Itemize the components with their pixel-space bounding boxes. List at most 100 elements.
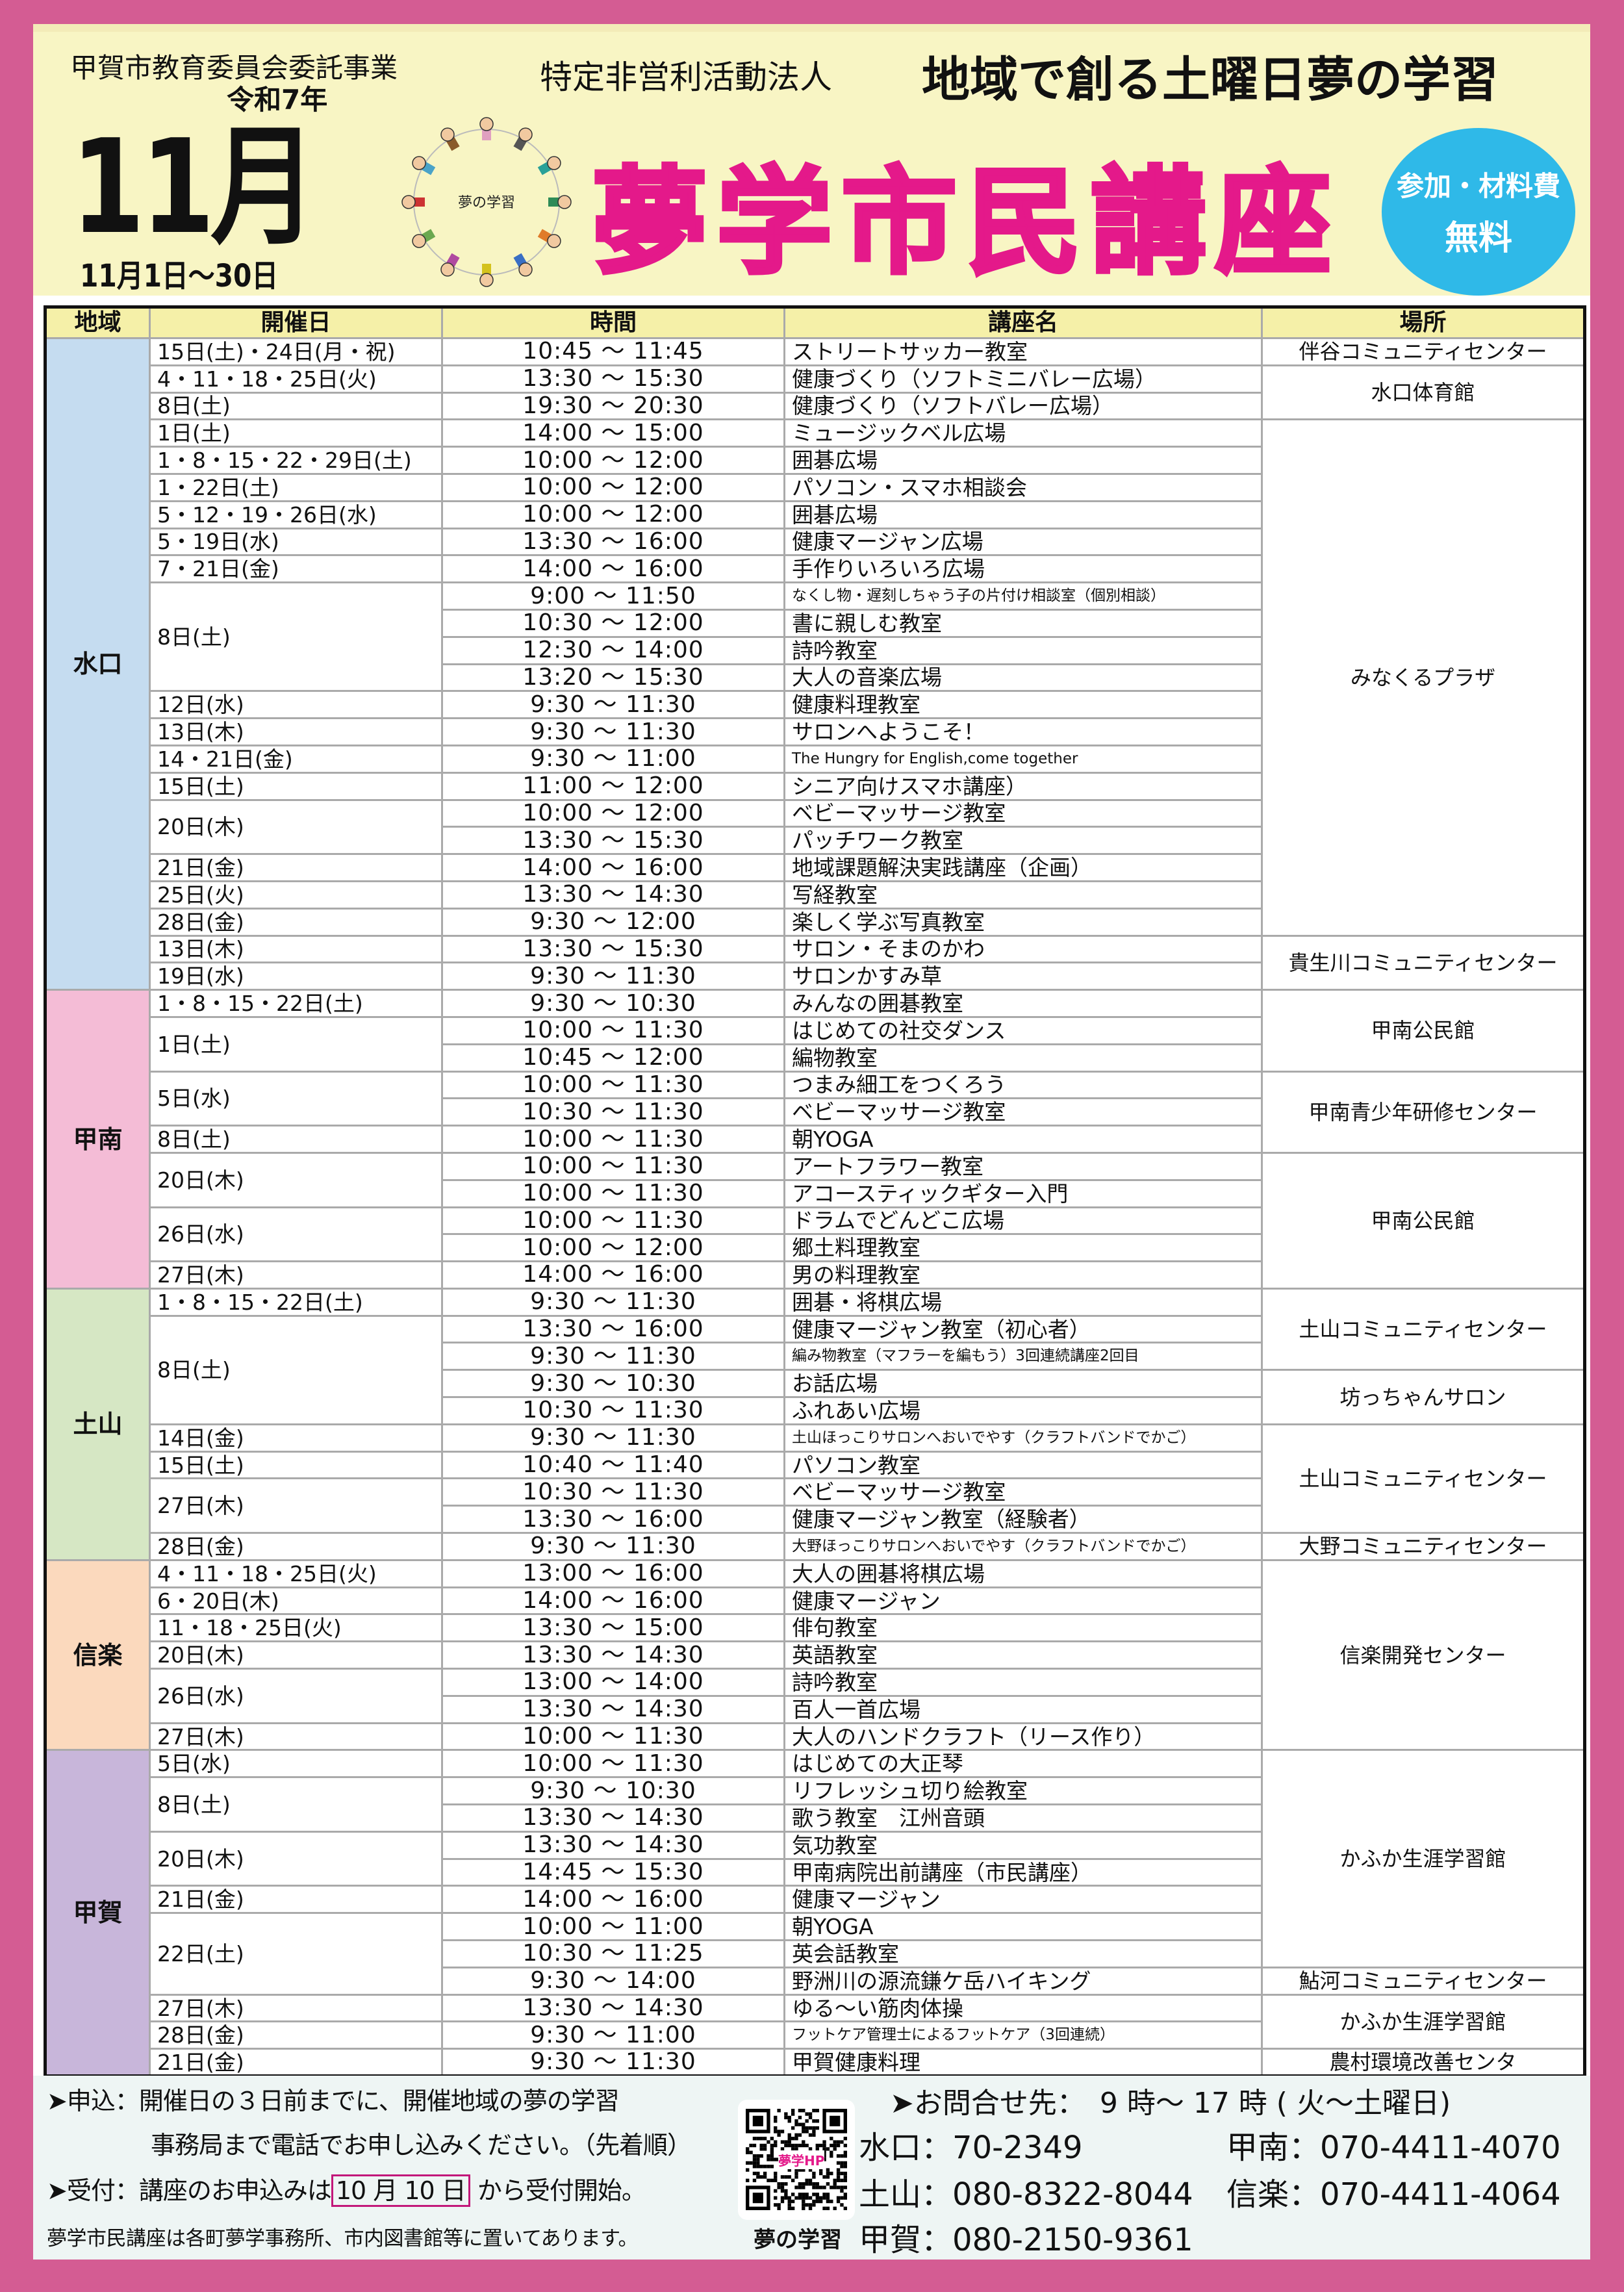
course-name-cell: 英語教室 xyxy=(783,1640,1263,1670)
course-name-cell: なくし物・遅刻しちゃう子の片付け相談室（個別相談） xyxy=(783,581,1263,611)
course-name-cell: 健康マージャン教室（経験者） xyxy=(783,1505,1263,1534)
time-cell: 10:30 ～ 12:00 xyxy=(441,608,785,638)
time-cell: 13:30 ～ 14:30 xyxy=(441,1993,785,2023)
course-name-cell: ベビーマッサージ教室 xyxy=(783,1477,1263,1507)
time-cell: 10:00 ～ 12:00 xyxy=(441,500,785,529)
apply-line1: ➤申込：開催日の３日前までに、開催地域の夢の学習 xyxy=(47,2087,620,2115)
course-name-cell: はじめての大正琴 xyxy=(783,1749,1263,1779)
date-cell: 14・21日(金) xyxy=(149,744,443,774)
date-cell: 4・11・18・25日(火) xyxy=(149,1559,443,1588)
accept-prefix: ➤受付：講座のお申込みは xyxy=(47,2176,332,2205)
table-row: 6・20日(木) 14:00 ～ 16:00 健康マージャン xyxy=(45,1586,1585,1616)
course-name-cell: The Hungry for English,come together xyxy=(783,744,1263,774)
time-cell: 14:00 ～ 16:00 xyxy=(441,1586,785,1616)
table-row: 10:00 ～ 11:30 アコースティックギター入門 xyxy=(45,1178,1585,1208)
course-name-cell: 健康料理教室 xyxy=(783,690,1263,720)
course-name-cell: ドラムでどんどこ広場 xyxy=(783,1206,1263,1236)
contact-phone[interactable]: 070-4411-4070 xyxy=(1320,2130,1561,2166)
time-cell: 13:30 ～ 14:30 xyxy=(441,1640,785,1670)
course-name-cell: 気功教室 xyxy=(783,1830,1263,1860)
course-name-cell: 野洲川の源流鎌ケ岳ハイキング xyxy=(783,1966,1263,1996)
table-row: 甲南 1・8・15・22日(土) 9:30 ～ 10:30 みんなの囲碁教室 甲南公民館 xyxy=(44,989,1586,1290)
date-cell: 22日(土) xyxy=(149,1912,443,1996)
course-name-cell: ミュージックベル広場 xyxy=(783,418,1263,448)
course-name-cell: 健康づくり（ソフトバレー広場） xyxy=(783,391,1263,421)
contact-phone[interactable]: 080-8322-8044 xyxy=(952,2176,1193,2213)
date-range: 11月1日～30日 xyxy=(80,258,279,294)
course-name-cell: 健康マージャン広場 xyxy=(783,527,1263,557)
time-cell: 10:40 ～ 11:40 xyxy=(441,1450,785,1480)
time-cell: 13:30 ～ 15:00 xyxy=(441,1613,785,1643)
table-row: 8日(土) 19:30 ～ 20:30 健康づくり（ソフトバレー広場） xyxy=(45,391,1585,421)
course-name-cell: フットケア管理士によるフットケア（3回連続） xyxy=(783,2020,1263,2050)
course-name-cell: みんなの囲碁教室 xyxy=(783,989,1263,1018)
course-name-cell: つまみ細工をつくろう xyxy=(783,1070,1263,1100)
course-name-cell: 大人の音楽広場 xyxy=(783,663,1263,693)
organization-name: 地域で創る土曜日夢の学習 xyxy=(922,52,1499,108)
time-cell: 14:00 ～ 16:00 xyxy=(441,1885,785,1915)
region-cell: 土山 xyxy=(44,1287,151,1561)
place-cell: 大野コミュニティセンター xyxy=(1261,1532,1586,1561)
free-badge: 参加・材料費 無料 xyxy=(1382,128,1575,296)
contact-phone[interactable]: 70-2349 xyxy=(952,2130,1083,2166)
table-row: 21日(金) 14:00 ～ 16:00 地域課題解決実践講座（企画） xyxy=(45,853,1585,882)
table-row: 11・18・25日(火) 13:30 ～ 15:00 俳句教室 xyxy=(45,1613,1585,1643)
table-header-row: 地域 開催日 時間 講座名 場所 xyxy=(44,306,1586,339)
place-cell: 土山コミュニティセンター xyxy=(1261,1287,1586,1371)
table-row: 13:20 ～ 15:30 大人の音楽広場 xyxy=(45,663,1585,693)
table-row: 20日(木) 10:00 ～ 11:30 アートフラワー教室 甲南公民館 xyxy=(45,1151,1586,1290)
accept-suffix: から受付開始。 xyxy=(477,2176,646,2205)
date-cell: 1・22日(土) xyxy=(149,472,443,502)
course-name-cell: 囲碁広場 xyxy=(783,446,1263,475)
course-name-cell: 編み物教室（マフラーを編もう）3回連続講座2回目 xyxy=(783,1342,1263,1371)
table-row: 5・12・19・26日(水) 10:00 ～ 12:00 囲碁広場 xyxy=(45,500,1585,529)
table-row: 13:30 ～ 14:30 歌う教室 江州音頭 xyxy=(45,1803,1585,1833)
course-name-cell: 英会話教室 xyxy=(783,1939,1263,1968)
table-row: 8日(土) 13:30 ～ 16:00 健康マージャン教室（初心者） xyxy=(45,1314,1585,1425)
date-cell: 26日(水) xyxy=(149,1668,443,1724)
region-cell: 水口 xyxy=(44,337,151,991)
contact-area: 甲賀 xyxy=(859,2222,922,2258)
time-cell: 10:00 ～ 12:00 xyxy=(441,446,785,475)
table-row: 13:30 ～ 15:30 パッチワーク教室 xyxy=(45,826,1585,856)
course-name-cell: 男の料理教室 xyxy=(783,1260,1263,1290)
month-heading: 11月 xyxy=(71,112,317,263)
date-cell: 15日(土)・24日(月・祝) xyxy=(149,337,443,366)
time-cell: 9:30 ～ 10:30 xyxy=(441,1776,785,1806)
date-cell: 1・8・15・22日(土) xyxy=(149,1287,443,1317)
contact-phone[interactable]: 080-2150-9361 xyxy=(952,2222,1193,2258)
date-cell: 8日(土) xyxy=(149,581,443,693)
date-cell: 1日(土) xyxy=(149,418,443,448)
time-cell: 9:30 ～ 11:30 xyxy=(441,961,785,991)
table-row: 10:30 ～ 11:30 ふれあい広場 xyxy=(45,1396,1585,1425)
time-cell: 10:00 ～ 11:30 xyxy=(441,1722,785,1751)
course-name-cell: ふれあい広場 xyxy=(783,1396,1263,1425)
course-name-cell: 土山ほっこりサロンへおいでやす（クラフトバンドでかご） xyxy=(783,1423,1263,1453)
time-cell: 9:30 ～ 11:30 xyxy=(441,690,785,720)
date-cell: 19日(水) xyxy=(149,961,443,991)
contact-phone[interactable]: 070-4411-4064 xyxy=(1320,2176,1561,2213)
time-cell: 10:45 ～ 11:45 xyxy=(441,337,785,366)
table-row: 1日(土) 14:00 ～ 15:00 ミュージックベル広場 みなくるプラザ xyxy=(45,418,1586,937)
time-cell: 10:00 ～ 12:00 xyxy=(441,798,785,828)
table-row: 水口 15日(土)・24日(月・祝) 10:45 ～ 11:45 ストリートサッカー教… xyxy=(44,337,1586,991)
contact-item: 甲南：070-4411-4070 xyxy=(1226,2130,1561,2166)
apply-line2: 事務局まで電話でお申し込みください。（先着順） xyxy=(151,2131,692,2159)
time-cell: 10:00 ～ 12:00 xyxy=(441,1233,785,1263)
column-header: 時間 xyxy=(441,306,785,339)
table-row: 15日(土) 10:40 ～ 11:40 パソコン教室 xyxy=(45,1450,1585,1480)
region-cell: 甲賀 xyxy=(44,1749,151,2077)
accept-line: ➤受付：講座のお申込みは 10 月 10 日 から受付開始。 xyxy=(47,2174,646,2207)
time-cell: 13:20 ～ 15:30 xyxy=(441,663,785,693)
course-name-cell: 健康マージャン xyxy=(783,1885,1263,1915)
table-row: 19日(水) 9:30 ～ 11:30 サロンかすみ草 xyxy=(45,961,1585,991)
contact-area: 土山 xyxy=(859,2176,922,2213)
qr-code[interactable]: 夢学HP xyxy=(738,2100,855,2220)
date-cell: 5日(水) xyxy=(149,1749,443,1779)
table-row: 25日(火) 13:30 ～ 14:30 写経教室 xyxy=(45,880,1585,910)
table-row: 28日(金) 9:30 ～ 11:30 大野ほっこりサロンへおいでやす（クラフトバン… xyxy=(45,1532,1586,1561)
course-name-cell: 囲碁・将棋広場 xyxy=(783,1287,1263,1317)
time-cell: 13:30 ～ 14:30 xyxy=(441,1830,785,1860)
time-cell: 9:30 ～ 11:30 xyxy=(441,1342,785,1371)
date-cell: 15日(土) xyxy=(149,1450,443,1480)
